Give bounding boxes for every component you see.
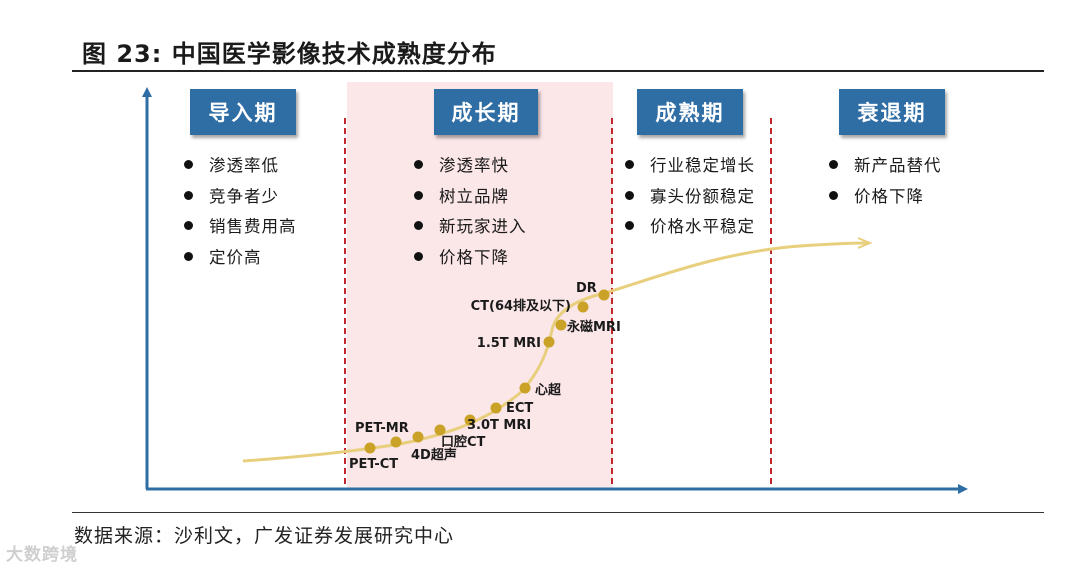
tech-label: CT(64排及以下) [471,298,571,314]
tech-label: 口腔CT [441,434,486,450]
watermark-logo: 大数跨境 [6,545,78,565]
tech-label: 1.5T MRI [477,336,541,351]
bullet-dot-icon [829,160,838,169]
tech-label: ECT [506,401,533,416]
tech-point [577,301,589,313]
tech-label: PET-MR [355,421,409,436]
tech-label: 心超 [535,382,562,398]
tech-point [555,319,567,331]
tech-point [490,402,502,414]
bullet-dot-icon [829,190,838,200]
bullet-item: 渗透率快 [414,151,527,182]
stage-intro-box: 导入期 [190,89,296,135]
bullet-item: 竞争者少 [184,182,297,213]
bullet-item: 树立品牌 [414,182,527,213]
stage-decline-bullets: 新产品替代 价格下降 [829,151,942,212]
tech-label: 4D超声 [411,447,457,463]
bullet-dot-icon [184,221,193,230]
stage-maturity-box: 成熟期 [637,89,743,135]
tech-label: PET-CT [349,457,398,472]
tech-point [464,414,476,426]
figure-title: 图 23: 中国医学影像技术成熟度分布 [82,40,497,68]
source-note: 数据来源：沙利文，广发证券发展研究中心 [74,525,455,547]
bullet-dot-icon [414,190,423,200]
stage-intro-bullets: 渗透率低 竞争者少 销售费用高 定价高 [184,151,297,273]
bullet-dot-icon [184,251,193,261]
bullet-item: 渗透率低 [184,151,297,182]
tech-point [364,442,376,454]
tech-label: 3.0T MRI [467,418,531,433]
tech-point [434,424,446,436]
bullet-dot-icon [414,160,423,169]
maturity-curve [242,243,868,463]
tech-point [412,431,424,443]
bullet-dot-icon [414,251,423,261]
tech-point [598,289,610,301]
stage-growth-box: 成长期 [434,89,538,135]
source-rule [72,512,1044,513]
tech-label: DR [576,281,597,296]
tech-point [519,382,531,394]
bullet-dot-icon [625,221,634,230]
bullet-item: 价格下降 [414,243,527,274]
tech-point [543,336,555,348]
bullet-dot-icon [184,160,193,169]
bullet-item: 价格水平稳定 [625,212,755,243]
title-rule [72,70,1044,72]
bullet-item: 销售费用高 [184,212,297,243]
bullet-item: 价格下降 [829,182,942,213]
stage-maturity-bullets: 行业稳定增长 寡头份额稳定 价格水平稳定 [625,151,755,243]
bullet-item: 定价高 [184,243,297,274]
bullet-dot-icon [414,221,423,230]
tech-label: 永磁MRI [566,319,621,335]
bullet-dot-icon [625,190,634,200]
stage-decline-box: 衰退期 [839,89,945,135]
growth-stage-band [347,82,613,490]
bullet-item: 寡头份额稳定 [625,182,755,213]
bullet-item: 新产品替代 [829,151,942,182]
bullet-dot-icon [625,160,634,169]
stage-growth-bullets: 渗透率快 树立品牌 新玩家进入 价格下降 [414,151,527,273]
tech-point [390,436,402,448]
bullet-dot-icon [184,190,193,200]
bullet-item: 行业稳定增长 [625,151,755,182]
bullet-item: 新玩家进入 [414,212,527,243]
